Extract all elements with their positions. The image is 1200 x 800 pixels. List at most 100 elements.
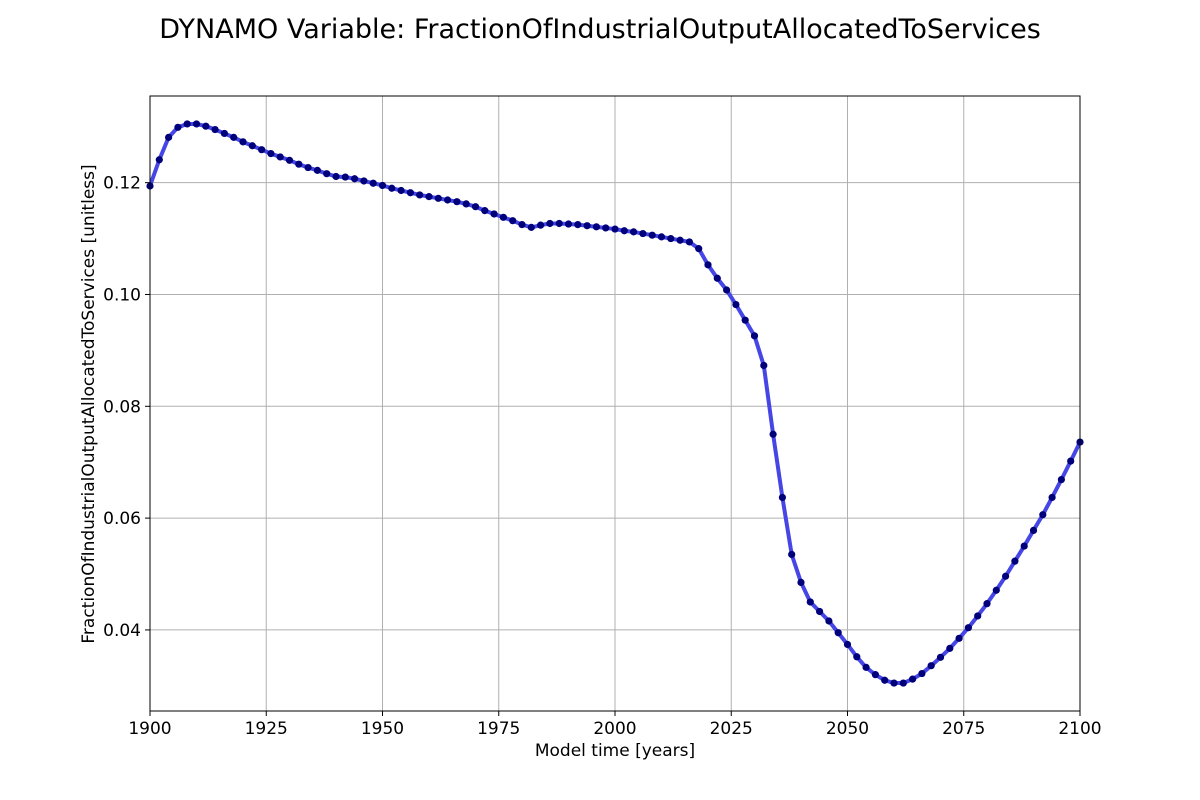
data-point bbox=[425, 193, 433, 201]
data-point bbox=[871, 671, 880, 679]
data-point bbox=[1020, 542, 1028, 550]
data-point bbox=[788, 550, 796, 559]
data-point bbox=[574, 220, 582, 229]
data-point bbox=[778, 493, 787, 502]
data-point bbox=[378, 181, 387, 190]
data-point bbox=[1057, 475, 1065, 484]
data-point bbox=[276, 153, 284, 161]
data-point bbox=[927, 662, 935, 670]
data-point bbox=[974, 612, 982, 620]
data-point bbox=[509, 217, 517, 225]
data-point bbox=[388, 184, 396, 192]
data-point bbox=[471, 203, 480, 211]
data-point bbox=[983, 600, 991, 608]
data-point bbox=[267, 149, 275, 158]
data-point bbox=[667, 234, 675, 243]
data-point bbox=[481, 207, 489, 215]
data-point bbox=[648, 231, 656, 239]
data-point bbox=[1039, 511, 1047, 519]
x-axis-label: Model time [years] bbox=[535, 741, 695, 761]
data-point bbox=[899, 679, 907, 687]
x-tick-label: 2050 bbox=[826, 719, 869, 739]
data-point bbox=[695, 245, 703, 253]
data-point bbox=[304, 163, 312, 172]
data-point bbox=[936, 653, 945, 661]
data-point bbox=[853, 653, 861, 661]
data-point bbox=[155, 156, 163, 164]
data-point bbox=[323, 170, 331, 178]
data-point bbox=[611, 225, 619, 233]
data-point bbox=[537, 221, 545, 229]
data-point bbox=[862, 663, 870, 671]
data-point bbox=[816, 607, 824, 616]
data-point bbox=[434, 194, 442, 202]
y-tick-label: 0.12 bbox=[103, 174, 141, 194]
data-point bbox=[713, 274, 721, 282]
data-point bbox=[174, 123, 182, 131]
data-point bbox=[462, 200, 470, 208]
data-point bbox=[220, 129, 228, 138]
x-tick-label: 2025 bbox=[710, 719, 753, 739]
data-point bbox=[704, 261, 712, 269]
data-point bbox=[992, 586, 1000, 594]
data-point bbox=[490, 210, 498, 218]
data-point bbox=[295, 160, 303, 168]
x-tick-label: 2100 bbox=[1058, 719, 1101, 739]
data-point bbox=[1029, 526, 1038, 535]
data-point bbox=[360, 177, 368, 185]
data-point bbox=[881, 676, 889, 684]
data-point bbox=[555, 219, 563, 228]
data-point bbox=[258, 146, 266, 154]
data-point bbox=[946, 644, 954, 652]
data-point bbox=[657, 233, 666, 241]
data-point bbox=[797, 578, 805, 587]
data-point bbox=[825, 617, 833, 625]
data-point bbox=[499, 213, 507, 221]
data-point bbox=[741, 316, 749, 324]
data-point bbox=[202, 122, 210, 130]
data-point bbox=[1048, 493, 1056, 502]
data-point bbox=[834, 629, 842, 637]
data-point bbox=[1067, 457, 1075, 465]
x-tick-label: 2000 bbox=[593, 719, 636, 739]
data-point bbox=[546, 219, 554, 228]
data-point bbox=[183, 120, 191, 128]
data-point bbox=[583, 222, 591, 230]
grid bbox=[149, 96, 1081, 711]
data-point bbox=[806, 598, 814, 606]
plot-area bbox=[146, 120, 1084, 687]
data-point bbox=[685, 238, 694, 246]
data-point bbox=[285, 156, 294, 164]
x-tick-label: 1925 bbox=[245, 719, 288, 739]
data-point bbox=[630, 228, 638, 236]
data-point bbox=[760, 361, 768, 370]
data-point bbox=[351, 175, 359, 183]
y-axis: 0.04 0.06 0.08 0.10 0.12 bbox=[103, 174, 150, 641]
y-tick-label: 0.04 bbox=[103, 621, 141, 641]
data-point bbox=[239, 138, 247, 146]
data-point bbox=[518, 220, 526, 229]
chart-title: DYNAMO Variable: FractionOfIndustrialOut… bbox=[159, 14, 1041, 45]
data-point bbox=[444, 196, 452, 204]
data-point bbox=[918, 669, 926, 678]
data-point bbox=[1002, 572, 1010, 580]
data-point bbox=[165, 133, 173, 141]
data-point bbox=[750, 332, 759, 340]
data-point bbox=[592, 223, 601, 231]
data-point bbox=[332, 172, 340, 181]
data-point bbox=[341, 173, 349, 181]
data-point bbox=[602, 224, 610, 232]
x-tick-label: 1950 bbox=[361, 719, 404, 739]
data-point bbox=[416, 191, 424, 199]
data-point bbox=[192, 120, 201, 128]
data-point bbox=[909, 675, 917, 683]
data-point bbox=[369, 179, 377, 187]
data-point bbox=[564, 220, 573, 228]
data-point bbox=[211, 125, 219, 134]
data-point bbox=[527, 223, 535, 231]
data-point bbox=[955, 634, 963, 642]
data-point bbox=[723, 286, 731, 294]
y-tick-label: 0.06 bbox=[103, 509, 141, 529]
data-point bbox=[639, 229, 647, 238]
